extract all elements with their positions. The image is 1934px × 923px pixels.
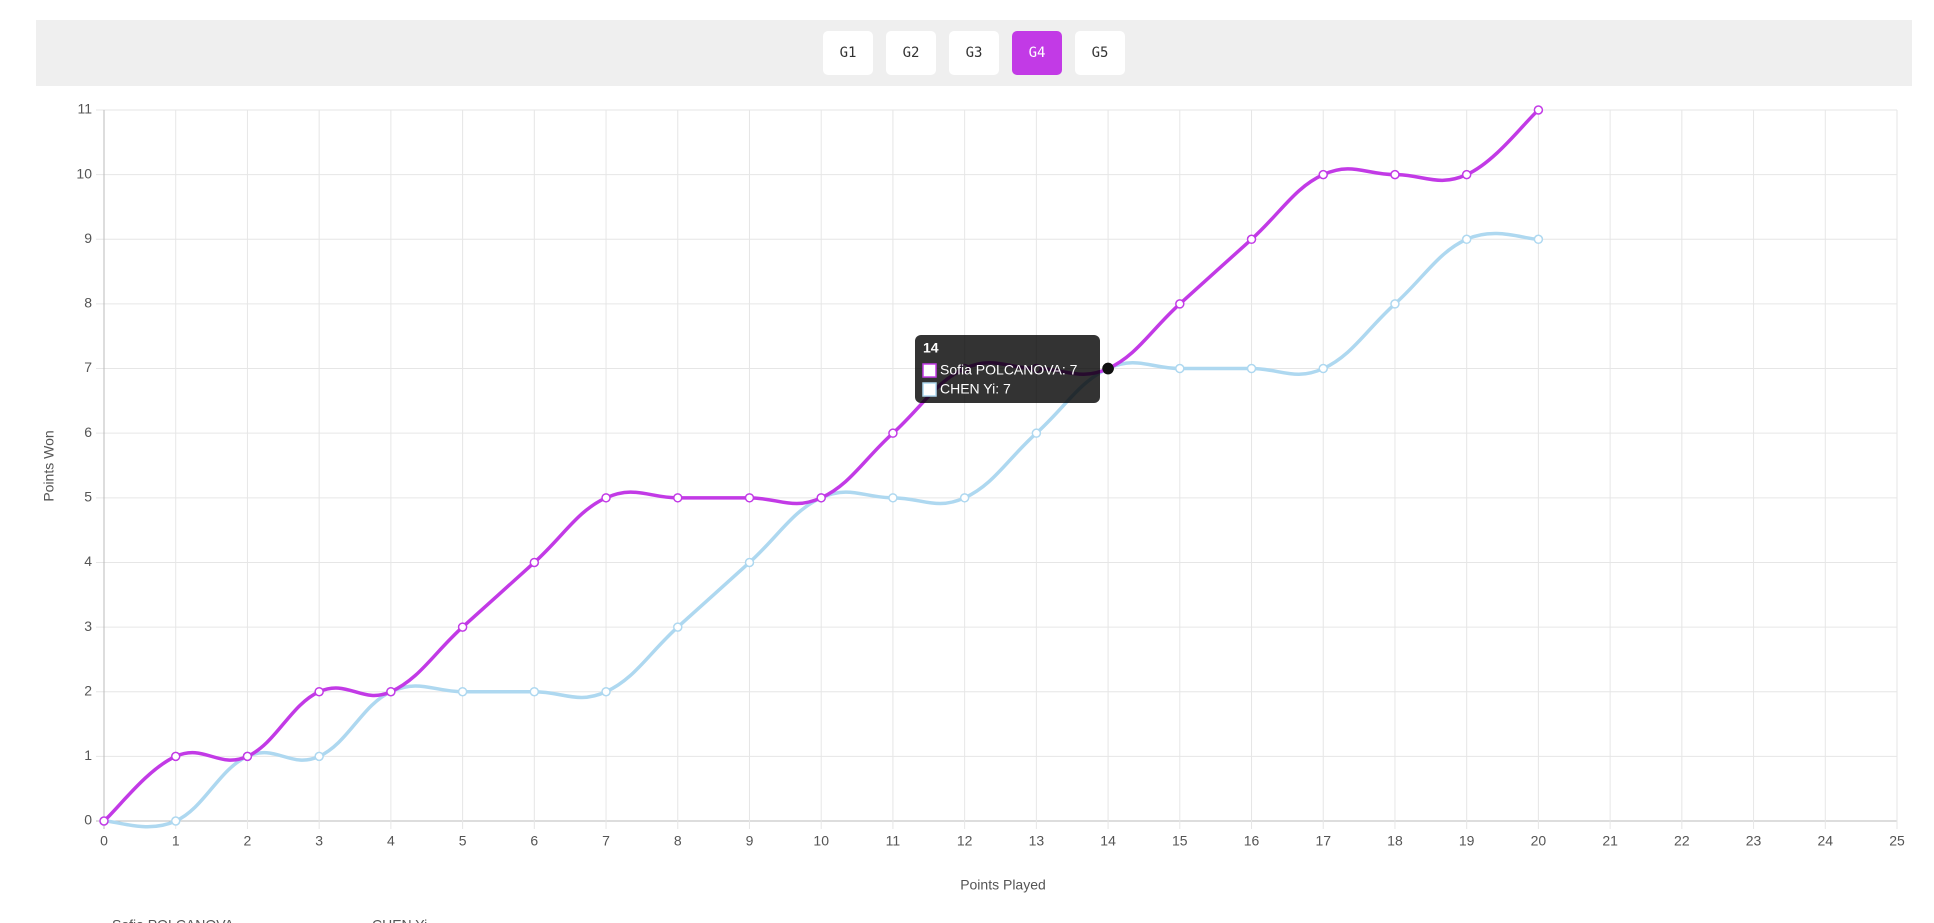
- x-tick-label: 19: [1459, 833, 1475, 849]
- data-point: [314, 751, 324, 762]
- x-tick-label: 7: [602, 833, 610, 849]
- data-point: [1390, 169, 1400, 180]
- data-point: [314, 686, 324, 697]
- x-tick-label: 8: [674, 833, 682, 849]
- x-tick-label: 2: [244, 833, 252, 849]
- x-tick-label: 10: [813, 833, 829, 849]
- tab[interactable]: G4: [1012, 31, 1062, 75]
- x-tick-label: 11: [886, 833, 901, 849]
- data-point: [1031, 428, 1042, 438]
- y-tick-label: 10: [76, 165, 92, 181]
- data-point: [673, 493, 683, 503]
- y-tick-label: 7: [84, 359, 92, 375]
- data-point: [457, 686, 468, 697]
- y-tick-label: 5: [84, 489, 92, 505]
- y-tick-label: 1: [84, 747, 92, 763]
- data-point: [1533, 105, 1544, 115]
- x-tick-label: 0: [100, 833, 108, 849]
- tab[interactable]: G3: [949, 31, 999, 75]
- x-tick-label: 22: [1674, 833, 1690, 849]
- tab[interactable]: G2: [886, 31, 936, 75]
- data-point: [601, 493, 611, 503]
- data-point: [744, 557, 755, 568]
- tooltip-line: Sofia POLCANOVA: 7: [940, 362, 1078, 378]
- data-point: [1318, 169, 1328, 180]
- tooltip-line: CHEN Yi: 7: [940, 381, 1011, 397]
- x-tick-label: 4: [387, 833, 395, 849]
- data-point: [1390, 299, 1400, 309]
- tooltip-swatch: [922, 382, 937, 397]
- x-tick-label: 3: [315, 833, 323, 849]
- tab[interactable]: G5: [1075, 31, 1125, 75]
- tooltip-title: 14: [923, 340, 939, 356]
- data-point: [1102, 362, 1114, 375]
- x-tick-label: 20: [1531, 833, 1547, 849]
- data-point: [1246, 234, 1257, 245]
- x-tick-label: 21: [1602, 833, 1618, 849]
- tooltip-box: [915, 335, 1100, 403]
- data-point: [170, 751, 181, 762]
- x-tick-label: 9: [746, 833, 754, 849]
- legend-label: CHEN Yi: [372, 917, 427, 923]
- y-axis-label: Points Won: [41, 430, 57, 501]
- legend-label: Sofia POLCANOVA: [112, 917, 235, 923]
- data-point: [1175, 363, 1185, 374]
- data-point: [457, 622, 468, 632]
- data-point: [816, 493, 826, 503]
- data-point: [1246, 363, 1257, 374]
- data-point: [673, 622, 683, 632]
- x-tick-label: 24: [1817, 833, 1833, 849]
- x-tick-label: 1: [172, 833, 180, 849]
- data-point: [242, 751, 253, 762]
- data-point: [529, 557, 540, 568]
- y-tick-label: 4: [84, 553, 92, 569]
- data-point: [1461, 234, 1472, 245]
- x-tick-label: 18: [1387, 833, 1403, 849]
- x-tick-label: 13: [1029, 833, 1045, 849]
- data-point: [1175, 299, 1185, 309]
- y-tick-label: 0: [84, 812, 92, 828]
- data-point: [888, 428, 898, 438]
- y-tick-label: 11: [77, 101, 92, 117]
- data-point: [386, 686, 396, 697]
- data-point: [1461, 169, 1472, 180]
- x-tick-label: 6: [530, 833, 538, 849]
- y-tick-label: 9: [84, 230, 92, 246]
- data-point: [99, 816, 109, 826]
- data-point: [601, 686, 611, 697]
- x-tick-label: 16: [1244, 833, 1260, 849]
- x-axis-label: Points Played: [960, 877, 1046, 893]
- data-point: [529, 686, 540, 697]
- x-tick-label: 14: [1100, 833, 1116, 849]
- data-point: [959, 493, 970, 503]
- tooltip-swatch: [922, 363, 937, 378]
- x-tick-label: 17: [1315, 833, 1331, 849]
- y-tick-label: 2: [84, 682, 92, 698]
- data-point: [170, 816, 181, 826]
- data-point: [1533, 234, 1544, 245]
- x-tick-label: 5: [459, 833, 467, 849]
- data-point: [1318, 363, 1328, 374]
- x-tick-label: 12: [957, 833, 973, 849]
- x-tick-label: 15: [1172, 833, 1188, 849]
- y-tick-label: 6: [84, 424, 92, 440]
- tab-bar: G1 G2 G3 G4 G5: [36, 20, 1912, 86]
- y-tick-label: 8: [84, 295, 92, 311]
- tab[interactable]: G1: [823, 31, 873, 75]
- x-tick-label: 23: [1746, 833, 1762, 849]
- y-tick-label: 3: [84, 618, 92, 634]
- x-tick-label: 25: [1889, 833, 1905, 849]
- data-point: [744, 493, 755, 503]
- data-point: [888, 493, 898, 503]
